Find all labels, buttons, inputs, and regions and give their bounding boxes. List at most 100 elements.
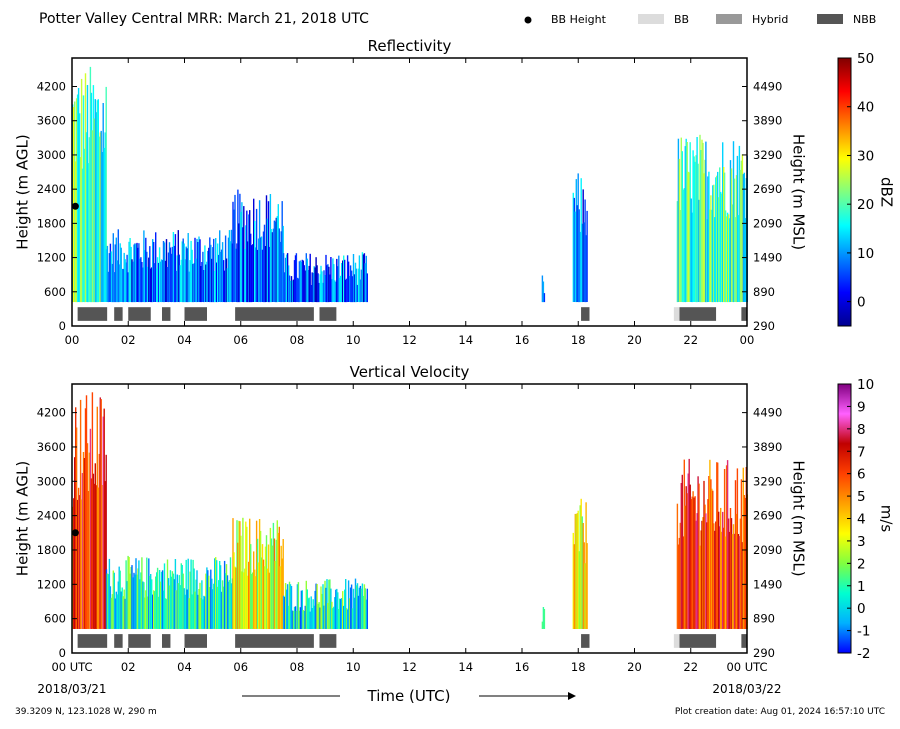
echo-column [346, 255, 349, 302]
nbb-segment [128, 307, 151, 321]
echo-column [725, 216, 728, 303]
echo-column [274, 221, 276, 303]
echo-column [350, 584, 353, 629]
echo-column [266, 568, 269, 629]
echo-column [543, 609, 546, 629]
echo-column [238, 223, 240, 303]
y2-tick-label: 290 [753, 646, 775, 660]
echo-column [734, 217, 737, 302]
echo-column [290, 586, 293, 629]
echo-column [283, 596, 286, 629]
echo-column [215, 238, 217, 303]
echo-column [157, 262, 160, 303]
echo-column [343, 255, 345, 302]
echo-column [686, 493, 688, 629]
echo-column [576, 513, 578, 629]
echo-segment [676, 458, 748, 629]
echo-column [206, 567, 208, 629]
echo-column [711, 488, 713, 629]
echo-column [687, 473, 689, 629]
echo-column [151, 579, 153, 629]
echo-column [245, 225, 247, 303]
echo-column [195, 579, 197, 629]
echo-column [136, 242, 138, 302]
echo-column [680, 483, 682, 629]
echo-column [165, 599, 168, 629]
echo-column [731, 534, 734, 629]
y2-tick-label: 2690 [753, 509, 782, 523]
echo-column [305, 580, 307, 629]
echo-column [236, 243, 238, 303]
echo-column [175, 270, 177, 302]
echo-column [319, 607, 321, 629]
echo-column [98, 136, 100, 302]
echo-column [730, 168, 733, 302]
echo-column [162, 241, 165, 303]
echo-column [185, 246, 187, 303]
echo-column [81, 168, 84, 303]
echo-column [150, 574, 152, 629]
echo-column [295, 610, 298, 629]
x-tick-label: 16 [515, 333, 530, 347]
bb-height-point [71, 529, 79, 537]
echo-column [210, 244, 212, 303]
colorbar-tick-label: 5 [857, 489, 866, 505]
echo-column [253, 551, 255, 629]
echo-column [273, 220, 276, 302]
echo-column [218, 580, 220, 629]
echo-column [158, 247, 161, 303]
echo-column [246, 526, 248, 629]
echo-column [284, 583, 287, 629]
echo-column [334, 280, 336, 303]
echo-column [176, 574, 178, 629]
echo-column [734, 480, 737, 629]
echo-column [574, 211, 576, 302]
echo-column [255, 576, 257, 629]
echo-column [690, 499, 692, 629]
echo-column [217, 586, 219, 629]
echo-column [113, 272, 115, 303]
y2-tick-label: 890 [753, 285, 775, 299]
echo-column [269, 527, 272, 629]
echo-column [330, 588, 332, 629]
echo-column [102, 416, 104, 629]
echo-column [179, 585, 181, 629]
echo-column [183, 243, 185, 303]
echo-column [296, 584, 299, 629]
echo-column [105, 86, 107, 303]
y-tick-label: 3000 [37, 474, 66, 488]
echo-column [259, 530, 262, 629]
echo-column [344, 589, 346, 629]
echo-column [347, 261, 350, 302]
y-tick-label: 600 [44, 612, 66, 626]
echo-column [161, 260, 164, 302]
echo-column [285, 589, 288, 629]
echo-column [225, 564, 228, 629]
echo-column [712, 185, 714, 303]
echo-column [142, 267, 144, 302]
colorbar-tick-label: 6 [857, 467, 866, 483]
echo-column [720, 191, 722, 303]
echo-column [184, 259, 186, 303]
echo-column [139, 579, 141, 629]
echo-column [146, 557, 148, 629]
echo-column [143, 582, 145, 629]
echo-column [735, 513, 738, 629]
echo-column [286, 584, 289, 629]
echo-column [208, 247, 210, 302]
echo-column [327, 603, 329, 629]
nbb-segment [114, 307, 123, 321]
echo-column [702, 517, 704, 629]
nbb-segment [319, 634, 337, 648]
y2-tick-label: 3890 [753, 440, 782, 454]
echo-column [740, 160, 743, 302]
echo-column [291, 280, 294, 303]
echo-column [258, 200, 261, 302]
echo-column [165, 239, 168, 302]
echo-column [207, 570, 209, 629]
y-axis-label: Height (m AGL) [14, 134, 32, 249]
echo-column [111, 263, 114, 303]
echo-column [93, 118, 96, 303]
echo-column [315, 257, 317, 303]
